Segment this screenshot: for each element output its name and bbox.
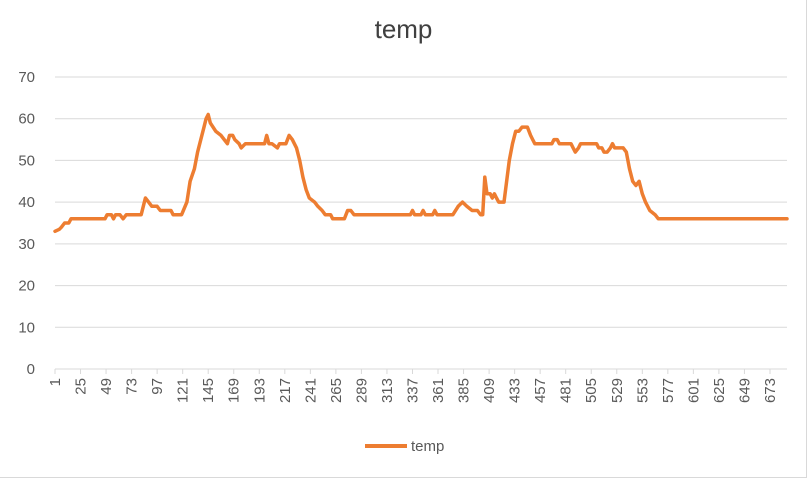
legend-swatch [365,444,407,448]
x-tick-label: 601 [685,378,702,403]
x-tick-label: 73 [124,378,141,395]
x-tick-label: 409 [481,378,498,403]
x-tick-label: 169 [226,378,243,403]
x-tick-label: 457 [532,378,549,403]
x-tick-label: 241 [302,378,319,403]
y-tick-label: 30 [18,236,35,253]
y-tick-label: 20 [18,278,35,295]
y-tick-label: 0 [27,361,35,378]
x-tick-label: 313 [379,378,396,403]
y-tick-label: 50 [18,152,35,169]
x-tick-label: 385 [456,378,473,403]
x-tick-label: 553 [634,378,651,403]
x-tick-label: 481 [558,378,575,403]
x-tick-label: 577 [660,378,677,403]
y-tick-label: 10 [18,319,35,336]
series-line-temp [53,112,789,234]
x-tick-label: 25 [73,378,90,395]
x-tick-label: 505 [583,378,600,403]
y-tick-label: 60 [18,111,35,128]
y-tick-label: 40 [18,194,35,211]
x-tick-label: 97 [149,378,166,395]
x-tick-label: 673 [762,378,779,403]
x-tick-label: 529 [609,378,626,403]
legend-label: temp [411,437,445,455]
x-tick-label: 217 [277,378,294,403]
x-tick-label: 49 [98,378,115,395]
x-tick-label: 649 [736,378,753,403]
x-tick-label: 625 [711,378,728,403]
legend: temp [365,436,444,456]
x-tick-label: 145 [200,378,217,403]
x-tick-label: 433 [507,378,524,403]
x-tick-label: 265 [328,378,345,403]
x-tick-label: 289 [353,378,370,403]
x-tick-label: 193 [251,378,268,403]
x-tick-label: 337 [404,378,421,403]
x-tick-label: 1 [47,378,64,386]
chart-title: temp [374,14,433,44]
y-tick-label: 70 [18,69,35,86]
x-tick-label: 121 [175,378,192,403]
x-tick-label: 361 [430,378,447,403]
